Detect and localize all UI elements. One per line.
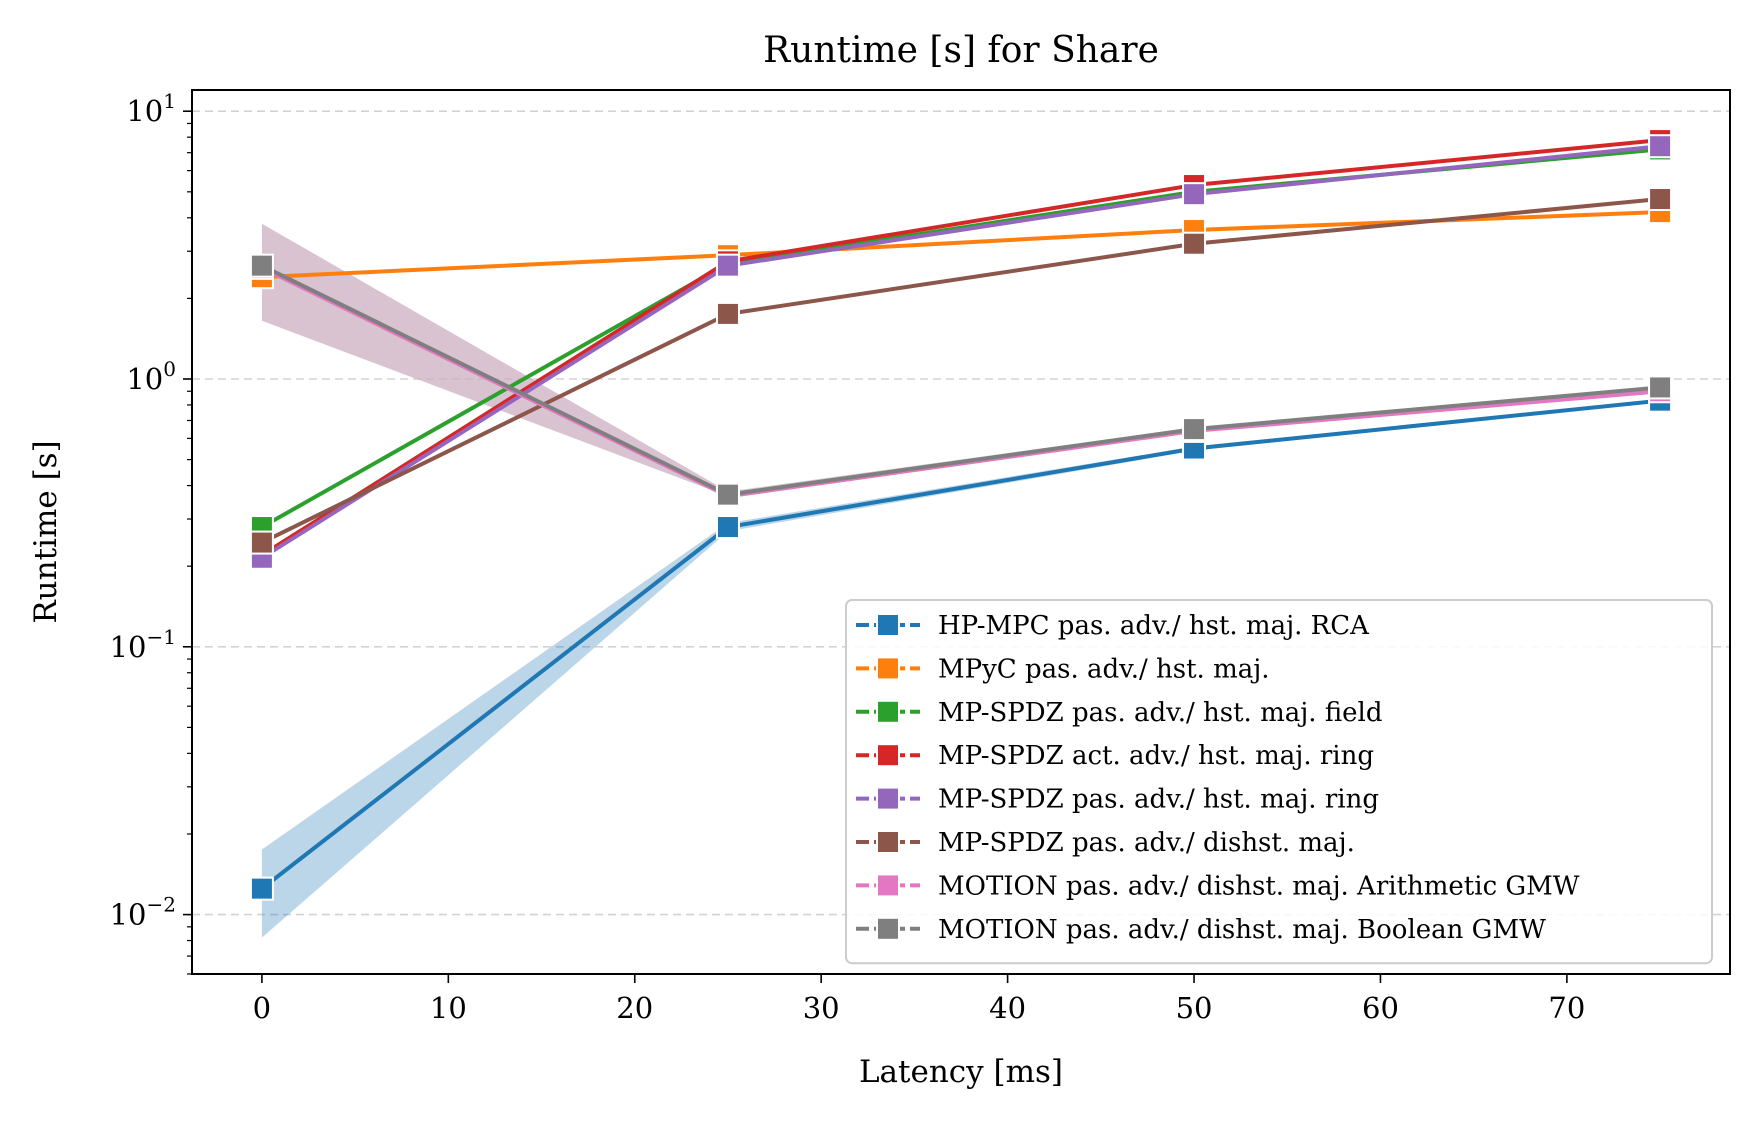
y-tick-label: 10−1 bbox=[110, 625, 176, 664]
legend-swatch-marker bbox=[876, 916, 900, 941]
x-axis-label: Latency [ms] bbox=[859, 1054, 1063, 1090]
series-line bbox=[260, 398, 1661, 891]
legend-entry-label: MPyC pas. adv./ hst. maj. bbox=[938, 654, 1270, 684]
legend-swatch-marker bbox=[876, 743, 900, 768]
data-point bbox=[715, 515, 740, 540]
legend-swatch-marker bbox=[876, 873, 900, 898]
y-axis-ticks: 10−2 10−1 100 101 bbox=[110, 89, 192, 975]
legend-entry-label: MOTION pas. adv./ dishst. maj. Boolean G… bbox=[938, 915, 1546, 945]
confidence-bands bbox=[261, 223, 1661, 938]
data-point bbox=[715, 301, 740, 326]
x-tick-label: 0 bbox=[253, 991, 271, 1025]
legend: HP-MPC pas. adv./ hst. maj. RCA MPyC pas.… bbox=[845, 599, 1713, 965]
legend-swatch-marker bbox=[876, 786, 900, 811]
series-line bbox=[261, 263, 1661, 497]
series-line bbox=[260, 138, 1661, 557]
x-tick-label: 60 bbox=[1362, 991, 1399, 1025]
legend-entry-label: HP-MPC pas. adv./ hst. maj. RCA bbox=[938, 611, 1370, 641]
confidence-band bbox=[261, 399, 1661, 938]
x-tick-label: 10 bbox=[430, 991, 467, 1025]
legend-box bbox=[845, 599, 1713, 965]
legend-entry-label: MP-SPDZ act. adv./ hst. maj. ring bbox=[938, 741, 1374, 771]
data-point bbox=[249, 253, 274, 278]
series-markers bbox=[249, 128, 1673, 901]
data-point bbox=[1648, 187, 1673, 212]
legend-entry-label: MP-SPDZ pas. adv./ dishst. maj. bbox=[938, 828, 1355, 858]
data-point bbox=[715, 253, 740, 278]
confidence-band bbox=[261, 223, 1661, 497]
data-point bbox=[249, 530, 274, 555]
data-point bbox=[1182, 417, 1207, 442]
legend-swatch-marker bbox=[876, 613, 900, 637]
x-tick-label: 50 bbox=[1176, 991, 1213, 1025]
x-tick-label: 30 bbox=[803, 991, 840, 1025]
x-tick-label: 70 bbox=[1548, 991, 1585, 1025]
legend-swatch-marker bbox=[876, 830, 900, 854]
data-point bbox=[249, 876, 274, 901]
data-point bbox=[1182, 231, 1207, 256]
chart-title: Runtime [s] for Share bbox=[763, 30, 1159, 71]
data-point bbox=[1648, 134, 1673, 159]
legend-swatch-marker bbox=[876, 699, 900, 724]
x-tick-label: 40 bbox=[989, 991, 1026, 1025]
x-axis-ticks: 0 10 20 30 40 50 60 70 bbox=[253, 974, 1585, 1025]
legend-entry-label: MOTION pas. adv./ dishst. maj. Arithmeti… bbox=[938, 871, 1580, 901]
plot-frame bbox=[191, 89, 1731, 975]
legend-entry-label: MP-SPDZ pas. adv./ hst. maj. field bbox=[938, 698, 1383, 728]
y-tick-label: 100 bbox=[126, 357, 176, 396]
series-line bbox=[261, 197, 1661, 545]
y-axis-label: Runtime [s] bbox=[28, 440, 64, 623]
data-point bbox=[1648, 375, 1673, 400]
data-point bbox=[715, 482, 740, 507]
y-tick-label: 101 bbox=[126, 89, 176, 128]
y-tick-label: 10−2 bbox=[110, 893, 176, 932]
series-line bbox=[260, 144, 1661, 560]
series-lines bbox=[260, 138, 1661, 891]
legend-swatch-marker bbox=[876, 656, 900, 681]
data-point bbox=[1182, 182, 1207, 207]
x-tick-label: 20 bbox=[616, 991, 653, 1025]
legend-entry-label: MP-SPDZ pas. adv./ hst. maj. ring bbox=[938, 785, 1379, 815]
